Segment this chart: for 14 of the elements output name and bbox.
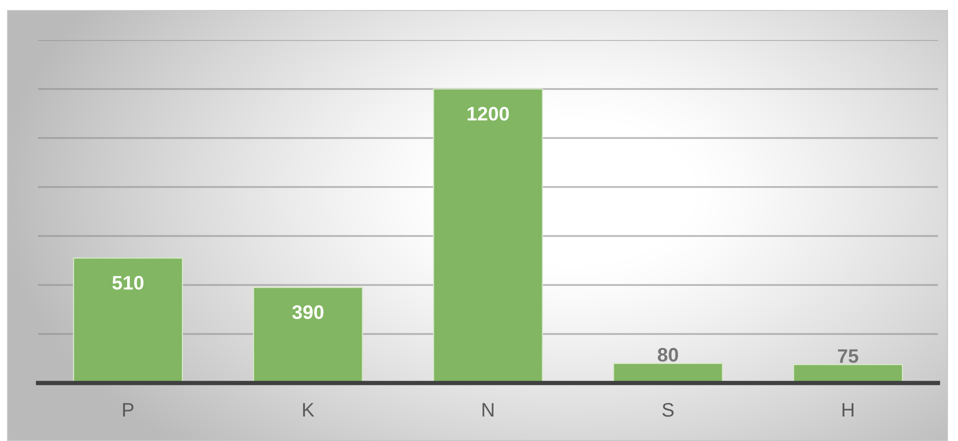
data-label: 510 [112,276,144,290]
data-label: 390 [292,305,324,320]
bar [72,257,184,383]
data-label: 80 [658,348,678,362]
bar [792,364,904,383]
data-label: 1200 [468,106,509,121]
x-tick-label: P [123,403,134,417]
x-tick-label: S [662,402,674,417]
bar [252,286,364,383]
bar [432,88,544,383]
x-tick-label: H [842,403,854,417]
x-tick-label: N [482,403,494,417]
data-label: 75 [838,349,858,363]
x-tick-label: K [303,403,314,417]
